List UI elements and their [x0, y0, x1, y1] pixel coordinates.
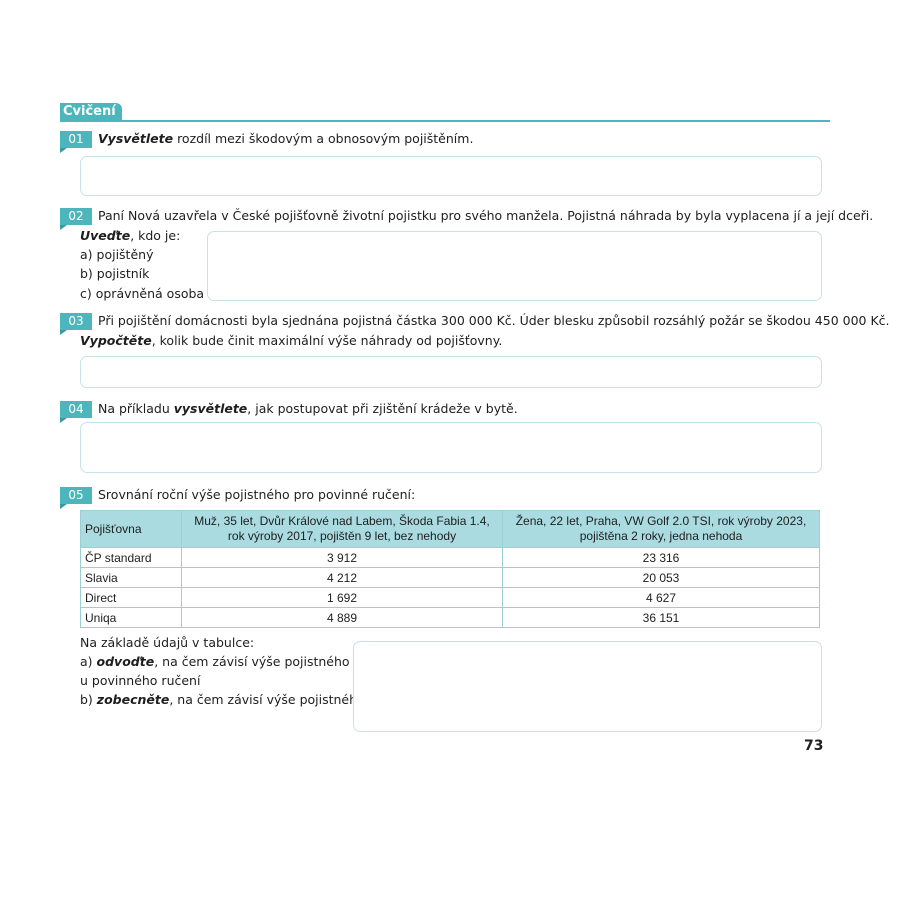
exercise-number-01: 01 — [60, 131, 92, 153]
exercise-02-text: Paní Nová uzavřela v České pojišťovně ži… — [98, 208, 874, 223]
exercise-05-a-line2: u povinného ručení — [80, 673, 201, 688]
cell: 23 316 — [502, 547, 820, 568]
table-row: ČP standard 3 912 23 316 — [80, 547, 820, 568]
premium-comparison-table: Pojišťovna Muž, 35 let, Dvůr Králové nad… — [80, 510, 820, 628]
cell: Uniqa — [80, 607, 182, 628]
column-header: Pojišťovna — [80, 510, 182, 548]
exercise-03-text: Při pojištění domácnosti byla sjednána p… — [98, 313, 890, 328]
exercise-number-05: 05 — [60, 487, 92, 509]
section-rule — [60, 120, 830, 122]
table-header-row: Pojišťovna Muž, 35 let, Dvůr Králové nad… — [80, 510, 820, 548]
cell: 36 151 — [502, 607, 820, 628]
exercise-05-text: Srovnání roční výše pojistného pro povin… — [98, 487, 416, 502]
exercise-number-02: 02 — [60, 208, 92, 230]
list-item: a) pojištěný — [80, 247, 154, 262]
page-number: 73 — [804, 738, 824, 754]
cell: 1 692 — [181, 587, 503, 608]
exercise-number-03: 03 — [60, 313, 92, 335]
cell: 4 212 — [181, 567, 503, 588]
column-header: Muž, 35 let, Dvůr Králové nad Labem, Ško… — [181, 510, 503, 548]
exercise-05-after: Na základě údajů v tabulce: — [80, 635, 255, 650]
cell: Direct — [80, 587, 182, 608]
list-item: c) oprávněná osoba — [80, 286, 205, 301]
exercise-04-text: Na příkladu vysvětlete, jak postupovat p… — [98, 401, 518, 416]
cell: Slavia — [80, 567, 182, 588]
cell: 20 053 — [502, 567, 820, 588]
table-row: Slavia 4 212 20 053 — [80, 567, 820, 588]
exercise-01-text: Vysvětlete rozdíl mezi škodovým a obnoso… — [98, 131, 474, 146]
answer-box-01[interactable] — [80, 156, 822, 196]
answer-box-04[interactable] — [80, 422, 822, 473]
exercise-number-04: 04 — [60, 401, 92, 423]
cell: ČP standard — [80, 547, 182, 568]
list-item: b) pojistník — [80, 266, 150, 281]
column-header: Žena, 22 let, Praha, VW Golf 2.0 TSI, ro… — [502, 510, 820, 548]
exercise-05-a: a) odvoďte, na čem závisí výše pojistnéh… — [80, 654, 350, 669]
answer-box-05[interactable] — [353, 641, 822, 732]
exercise-02-instruction: Uveďte, kdo je: — [80, 228, 181, 243]
exercise-03-instruction: Vypočtěte, kolik bude činit maximální vý… — [80, 333, 503, 348]
answer-box-03[interactable] — [80, 356, 822, 388]
exercise-05-b: b) zobecněte, na čem závisí výše pojistn… — [80, 692, 365, 707]
cell: 4 889 — [181, 607, 503, 628]
answer-box-02[interactable] — [207, 231, 822, 301]
cell: 3 912 — [181, 547, 503, 568]
cell: 4 627 — [502, 587, 820, 608]
table-row: Uniqa 4 889 36 151 — [80, 607, 820, 628]
table-row: Direct 1 692 4 627 — [80, 587, 820, 608]
section-title: Cvičení — [60, 103, 122, 121]
